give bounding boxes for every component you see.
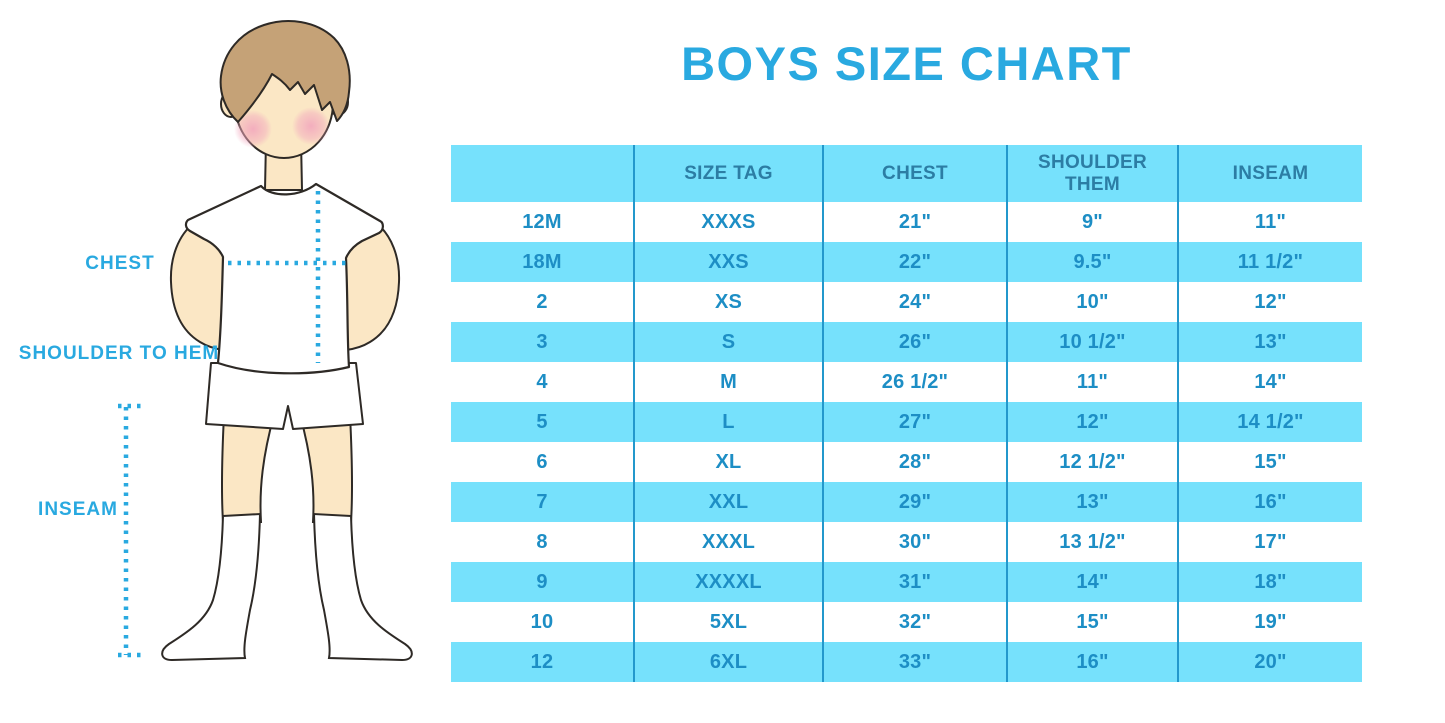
size-table-cell: 28": [823, 442, 1008, 482]
size-table-cell: 24": [823, 282, 1008, 322]
size-table-cell: XS: [634, 282, 824, 322]
size-table-row: 4 M 26 1/2" 11" 14": [451, 362, 1362, 402]
size-table-cell: 12: [451, 642, 635, 682]
boy-leg-right: [298, 414, 354, 523]
size-table-cell: 31": [823, 562, 1008, 602]
size-table-cell: 5: [451, 402, 635, 442]
size-table-row: 12M XXXS 21" 9" 11": [451, 202, 1362, 242]
size-table-cell: XL: [634, 442, 824, 482]
size-table-cell: 15": [1007, 602, 1179, 642]
boy-cheek-left: [234, 110, 272, 148]
size-table-cell: XXXS: [634, 202, 824, 242]
size-table-header-row: SIZE TAG CHEST SHOULDER THEM INSEAM: [451, 145, 1362, 202]
size-table-cell: 6XL: [634, 642, 824, 682]
size-table-row: 9 XXXXL 31" 14" 18": [451, 562, 1362, 602]
size-table-cell: 11": [1007, 362, 1179, 402]
size-table-cell: 26": [823, 322, 1008, 362]
size-table-cell: L: [634, 402, 824, 442]
size-table-cell: XXL: [634, 482, 824, 522]
size-table-cell: 13 1/2": [1007, 522, 1179, 562]
size-table-cell: 11": [1254, 210, 1287, 233]
size-table-cell: 14": [1254, 370, 1287, 393]
size-table-cell: 27": [823, 402, 1008, 442]
size-table-row: 5 L 27" 12" 14 1/2": [451, 402, 1362, 442]
boy-tshirt: [184, 182, 384, 375]
boy-shorts: [205, 362, 364, 430]
size-table-cell: 12M: [451, 202, 635, 242]
size-table-row: 12 6XL 33" 16" 20": [451, 642, 1362, 682]
size-table-cell: 6: [451, 442, 635, 482]
header-size-tag: SIZE TAG: [634, 145, 824, 202]
size-table-row: 8 XXXL 30" 13 1/2" 17": [451, 522, 1362, 562]
size-table-cell: 22": [823, 242, 1008, 282]
boy-cheek-right: [292, 107, 330, 145]
size-table-cell: 19": [1254, 610, 1287, 633]
size-table-cell: 9.5": [1007, 242, 1179, 282]
size-table-cell: 14": [1007, 562, 1179, 602]
size-table-cell: 15": [1254, 450, 1287, 473]
chest-label: CHEST: [85, 253, 154, 274]
size-table-row: 10 5XL 32" 15" 19": [451, 602, 1362, 642]
size-table-row: 2 XS 24" 10" 12": [451, 282, 1362, 322]
size-table-cell: S: [634, 322, 824, 362]
size-table-cell: 2: [451, 282, 635, 322]
boy-hair: [219, 20, 351, 123]
size-table-cell: 17": [1254, 530, 1287, 553]
size-table-cell: 18": [1254, 570, 1287, 593]
header-shoulder-them: SHOULDER THEM: [1007, 145, 1179, 202]
boy-sock-right: [312, 512, 413, 662]
page-title: BOYS SIZE CHART: [681, 37, 1132, 90]
boy-sock-left: [161, 512, 262, 662]
size-table-cell: 16": [1007, 642, 1179, 682]
size-table-cell: 10: [451, 602, 635, 642]
size-table-container: SIZE TAG CHEST SHOULDER THEM INSEAM 12M X…: [451, 145, 1362, 682]
size-table-row: 18M XXS 22" 9.5" 11 1/2": [451, 242, 1362, 282]
size-table-cell: 18M: [451, 242, 635, 282]
size-table-cell: 33": [823, 642, 1008, 682]
header-inseam: INSEAM: [1232, 162, 1309, 184]
size-table-cell: 10": [1007, 282, 1179, 322]
size-table-cell: 9: [451, 562, 635, 602]
size-table-cell: 14 1/2": [1237, 410, 1304, 433]
size-table-cell: 26 1/2": [823, 362, 1008, 402]
size-table-cell: 16": [1254, 490, 1287, 513]
boy-measurement-illustration: CHEST SHOULDER TO HEM INSEAM: [19, 20, 413, 662]
size-table-cell: 11 1/2": [1237, 250, 1304, 273]
size-table-cell: M: [634, 362, 824, 402]
size-table-cell: 4: [451, 362, 635, 402]
size-table-cell: XXS: [634, 242, 824, 282]
size-table-cell: XXXL: [634, 522, 824, 562]
size-table-cell: 12": [1007, 402, 1179, 442]
size-table-cell: 21": [823, 202, 1008, 242]
size-table-cell: 12": [1254, 290, 1287, 313]
size-table-cell: XXXXL: [634, 562, 824, 602]
size-table-cell: 20": [1254, 650, 1287, 673]
shoulder-to-hem-label: SHOULDER TO HEM: [19, 343, 219, 364]
size-table-cell: 9": [1007, 202, 1179, 242]
size-table-cell: 5XL: [634, 602, 824, 642]
size-table-row: 6 XL 28" 12 1/2" 15": [451, 442, 1362, 482]
size-table-cell: 10 1/2": [1007, 322, 1179, 362]
size-table-cell: 32": [823, 602, 1008, 642]
boy-leg-left: [220, 414, 276, 523]
size-table-cell: 3: [451, 322, 635, 362]
size-table-cell: 30": [823, 522, 1008, 562]
size-table-cell: 13": [1007, 482, 1179, 522]
header-age: [451, 145, 635, 202]
size-table-row: 7 XXL 29" 13" 16": [451, 482, 1362, 522]
size-table-cell: 8: [451, 522, 635, 562]
size-table: SIZE TAG CHEST SHOULDER THEM INSEAM 12M X…: [451, 145, 1362, 682]
size-table-row: 3 S 26" 10 1/2" 13": [451, 322, 1362, 362]
inseam-label: INSEAM: [38, 499, 118, 520]
size-table-cell: 12 1/2": [1007, 442, 1179, 482]
size-table-cell: 13": [1254, 330, 1287, 353]
header-chest: CHEST: [823, 145, 1008, 202]
size-table-cell: 29": [823, 482, 1008, 522]
size-table-cell: 7: [451, 482, 635, 522]
